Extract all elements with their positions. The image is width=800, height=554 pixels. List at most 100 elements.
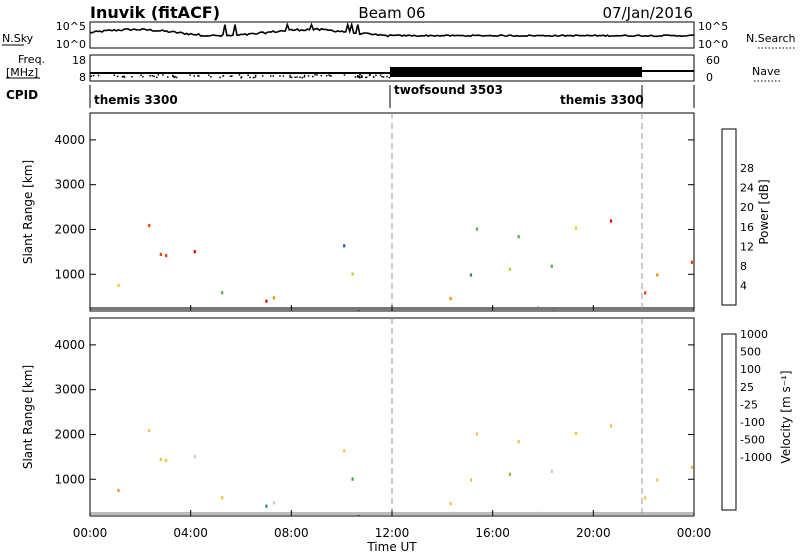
nave-point bbox=[131, 76, 133, 78]
nave-point bbox=[343, 74, 346, 76]
nave-point bbox=[290, 76, 293, 79]
nave-point bbox=[174, 75, 176, 78]
range-gate-cell bbox=[272, 501, 275, 505]
nave-point bbox=[231, 75, 233, 77]
nave-point bbox=[140, 74, 142, 76]
freq-label-1: Freq. bbox=[18, 53, 45, 66]
nave-point bbox=[249, 76, 251, 79]
velocity-y-label: Slant Range [km] bbox=[21, 365, 35, 469]
range-gate-cell bbox=[644, 291, 647, 295]
range-gate-cell bbox=[690, 260, 693, 264]
range-gate-cell bbox=[351, 477, 354, 481]
range-gate-cell bbox=[469, 273, 473, 277]
nave-point bbox=[210, 76, 212, 78]
y-tick-label: 1000 bbox=[54, 472, 85, 486]
velocity-y-axis: 1000 2000 3000 4000 bbox=[54, 338, 694, 486]
freq-left-tick-top: 18 bbox=[72, 54, 86, 67]
x-tick-label: 04:00 bbox=[173, 526, 208, 540]
range-gate-cell bbox=[475, 227, 479, 231]
nave-point bbox=[296, 76, 298, 78]
y-tick-label: 4000 bbox=[54, 338, 85, 352]
nave-point bbox=[90, 75, 93, 77]
range-gate-cell bbox=[508, 472, 511, 476]
y-tick-label: 2000 bbox=[54, 222, 85, 236]
freq-right-tick-top: 60 bbox=[706, 54, 720, 67]
colorbar-tick-label: -1000 bbox=[740, 451, 772, 464]
nave-point bbox=[151, 75, 154, 77]
nave-point bbox=[172, 75, 174, 78]
colorbar-tick-label: 1000 bbox=[740, 328, 768, 341]
range-gate-cell bbox=[117, 488, 120, 492]
cpid-label: CPID bbox=[6, 88, 38, 102]
range-gate-cell bbox=[449, 297, 452, 301]
range-gate-cell bbox=[690, 465, 693, 469]
nave-point bbox=[175, 76, 178, 79]
cpid-segment-2: twofsound 3503 bbox=[394, 83, 503, 97]
nave-point bbox=[189, 74, 191, 76]
radar-title: Inuvik (fitACF) bbox=[90, 3, 220, 22]
nave-point bbox=[356, 76, 359, 78]
range-gate-cell bbox=[343, 449, 346, 453]
noise-left-tick-bottom: 10^0 bbox=[56, 38, 86, 51]
nave-point bbox=[357, 76, 360, 78]
colorbar-tick-label: 24 bbox=[740, 182, 754, 195]
nave-point bbox=[316, 74, 318, 76]
range-gate-cell bbox=[165, 254, 168, 258]
range-gate-cell bbox=[343, 244, 346, 248]
velocity-colorbar-title: Velocity [m s⁻¹] bbox=[779, 370, 793, 463]
range-gate-cell bbox=[221, 496, 224, 500]
x-tick-label: 08:00 bbox=[274, 526, 309, 540]
nave-point bbox=[379, 74, 382, 76]
nave-point bbox=[360, 76, 362, 78]
beam-title: Beam 06 bbox=[358, 4, 425, 22]
nave-point bbox=[330, 75, 332, 77]
range-gate-cell bbox=[159, 252, 162, 256]
nave-point bbox=[320, 74, 323, 77]
colorbar-tick-label: 20 bbox=[740, 201, 754, 214]
colorbar-tick-label: 8 bbox=[740, 260, 747, 273]
nave-point bbox=[240, 76, 243, 78]
n-sky-label: N.Sky bbox=[2, 32, 34, 45]
nave-point bbox=[388, 76, 391, 79]
nave-point bbox=[197, 74, 199, 77]
nave-point bbox=[289, 74, 291, 77]
power-y-label: Slant Range [km] bbox=[21, 160, 35, 264]
range-gate-cell bbox=[193, 455, 196, 459]
range-gate-cell bbox=[609, 424, 613, 428]
nave-point bbox=[359, 74, 361, 76]
range-gate-cell bbox=[656, 273, 659, 277]
freq-label-2: [MHz] bbox=[6, 66, 38, 79]
nave-point bbox=[301, 76, 303, 79]
nave-point bbox=[386, 75, 388, 78]
nave-point bbox=[92, 74, 95, 77]
nave-point bbox=[357, 75, 359, 77]
nave-point bbox=[372, 76, 375, 78]
nave-point bbox=[261, 75, 264, 77]
nave-point bbox=[193, 75, 195, 77]
cpid-segment-3: themis 3300 bbox=[560, 93, 644, 107]
nave-point bbox=[123, 76, 126, 78]
cpid-segment-1: themis 3300 bbox=[94, 93, 178, 107]
nave-point bbox=[375, 74, 377, 77]
nave-series bbox=[90, 74, 391, 79]
nave-point bbox=[172, 74, 174, 77]
nave-point bbox=[270, 75, 272, 77]
colorbar-tick-label: 12 bbox=[740, 240, 754, 253]
time-x-axis: 00:00 04:00 08:00 12:00 16:00 20:00 00:00 bbox=[73, 305, 711, 540]
nave-point bbox=[294, 76, 296, 78]
range-gate-cell bbox=[265, 299, 268, 303]
nave-point bbox=[299, 76, 301, 78]
range-gate-cell bbox=[550, 469, 553, 473]
range-gate-cell bbox=[656, 478, 659, 482]
range-gate-cell bbox=[272, 296, 275, 300]
nave-point bbox=[229, 75, 232, 77]
nave-point bbox=[222, 75, 224, 77]
power-y-axis: 1000 2000 3000 4000 bbox=[54, 133, 694, 281]
y-tick-label: 1000 bbox=[54, 267, 85, 281]
range-gate-cell bbox=[644, 496, 647, 500]
cpid-panel: CPID themis 3300 twofsound 3503 themis 3… bbox=[6, 83, 695, 108]
x-tick-label: 20:00 bbox=[576, 526, 611, 540]
nave-point bbox=[149, 75, 151, 77]
range-gate-cell bbox=[221, 291, 224, 295]
